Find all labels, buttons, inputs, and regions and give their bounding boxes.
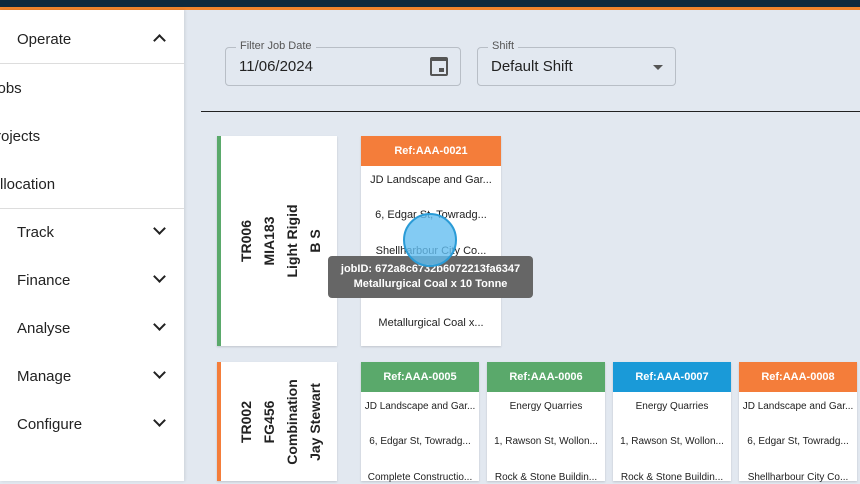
sidebar-item-allocation[interactable]: Allocation <box>0 160 184 208</box>
tooltip-job-id: jobID: 672a8c6732b6072213fa6347 <box>340 263 521 275</box>
job-detail: Complete Constructio... <box>367 472 473 483</box>
job-card[interactable]: Ref:AAA-0007 Energy Quarries 1, Rawson St,… <box>613 362 731 483</box>
job-detail: JD Landscape and Gar... <box>364 401 476 412</box>
field-value: Default Shift <box>491 58 573 75</box>
top-bar <box>0 0 860 7</box>
job-detail: Rock & Stone Buildin... <box>494 472 598 483</box>
driver-status-bar <box>217 136 221 346</box>
driver-card[interactable]: TR002 FG456 Combination Jay Stewart <box>217 362 337 481</box>
chevron-down-icon <box>153 414 166 427</box>
sidebar-item-label: Operate <box>17 30 72 48</box>
job-detail: Energy Quarries <box>509 401 583 412</box>
job-detail: Shellharbour City Co... <box>747 472 849 483</box>
job-ref: Ref:AAA-0006 <box>487 362 605 392</box>
job-ref: Ref:AAA-0005 <box>361 362 479 392</box>
chevron-down-icon <box>153 366 166 379</box>
chevron-down-icon <box>153 222 166 235</box>
divider <box>0 63 184 64</box>
job-detail: 6, Edgar St, Towradg... <box>369 436 471 447</box>
tooltip: jobID: 672a8c6732b6072213fa6347 Metallur… <box>328 256 533 298</box>
divider <box>201 111 860 112</box>
sidebar-item-analyse[interactable]: Analyse <box>0 304 184 352</box>
cursor-indicator <box>403 213 457 267</box>
job-detail: JD Landscape and Gar... <box>370 174 492 186</box>
shift-select[interactable]: Shift Default Shift <box>477 40 676 86</box>
driver-info: TR002 FG456 Combination Jay Stewart <box>235 379 327 465</box>
sidebar-item-label: Configure <box>17 415 83 433</box>
driver-info-line: B S <box>307 229 323 253</box>
sidebar-item-configure[interactable]: Configure <box>0 400 184 448</box>
calendar-icon[interactable] <box>430 57 448 76</box>
sidebar-item-label: Manage <box>17 367 72 385</box>
sidebar-item-finance[interactable]: Finance <box>0 256 184 304</box>
job-card[interactable]: Ref:AAA-0006 Energy Quarries 1, Rawson St,… <box>487 362 605 483</box>
job-detail: JD Landscape and Gar... <box>742 401 854 412</box>
sidebar-item-operate[interactable]: Operate <box>0 15 184 63</box>
caret-down-icon <box>653 65 663 70</box>
sidebar-item-label: Finance <box>17 271 71 289</box>
driver-info: TR006 MIA183 Light Rigid B S <box>235 204 327 277</box>
sidebar-item-label: Track <box>17 223 54 241</box>
job-detail: 1, Rawson St, Wollon... <box>494 436 598 447</box>
job-card[interactable]: Ref:AAA-0008 JD Landscape and Gar... 6, Ed… <box>739 362 857 483</box>
chevron-up-icon <box>153 34 166 47</box>
field-label: Filter Job Date <box>236 40 316 52</box>
driver-info-line: TR006 <box>238 219 254 263</box>
job-ref: Ref:AAA-0008 <box>739 362 857 392</box>
job-detail: Metallurgical Coal x... <box>378 317 484 329</box>
tooltip-description: Metallurgical Coal x 10 Tonne <box>353 278 508 290</box>
divider <box>0 208 184 209</box>
driver-card[interactable]: TR006 MIA183 Light Rigid B S <box>217 136 337 346</box>
sidebar-item-track[interactable]: Track <box>0 208 184 256</box>
driver-info-line: TR002 <box>238 400 254 443</box>
sidebar: Operate Jobs Projects Allocation Track F… <box>0 10 184 481</box>
driver-info-line: FG456 <box>261 400 277 443</box>
filter-job-date-input[interactable]: Filter Job Date 11/06/2024 <box>225 40 461 86</box>
chevron-down-icon <box>153 318 166 331</box>
driver-status-bar <box>217 362 221 481</box>
sidebar-item-label: Analyse <box>17 319 71 337</box>
sidebar-item-label: Projects <box>0 127 41 145</box>
job-detail: 6, Edgar St, Towradg... <box>747 436 849 447</box>
driver-info-line: Combination <box>284 378 300 465</box>
job-detail: Energy Quarries <box>635 401 709 412</box>
field-value: 11/06/2024 <box>239 58 313 75</box>
sidebar-item-label: Jobs <box>0 79 22 97</box>
driver-info-line: Jay Stewart <box>307 382 323 461</box>
top-accent-line <box>0 7 860 10</box>
job-ref: Ref:AAA-0021 <box>361 136 501 166</box>
driver-info-line: MIA183 <box>261 216 277 266</box>
driver-info-line: Light Rigid <box>284 204 300 278</box>
chevron-down-icon <box>153 270 166 283</box>
sidebar-item-label: Allocation <box>0 175 56 193</box>
job-ref: Ref:AAA-0007 <box>613 362 731 392</box>
job-detail: 1, Rawson St, Wollon... <box>620 436 724 447</box>
field-label: Shift <box>488 40 519 52</box>
sidebar-item-projects[interactable]: Projects <box>0 112 184 160</box>
job-detail: Rock & Stone Buildin... <box>620 472 724 483</box>
job-card[interactable]: Ref:AAA-0005 JD Landscape and Gar... 6, Ed… <box>361 362 479 483</box>
sidebar-item-manage[interactable]: Manage <box>0 352 184 400</box>
sidebar-item-jobs[interactable]: Jobs <box>0 64 184 112</box>
